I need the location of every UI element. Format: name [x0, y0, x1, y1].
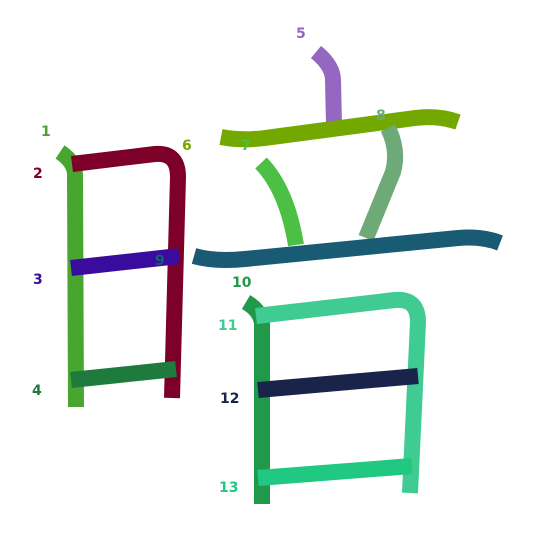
stroke-number-4: 4 — [32, 383, 42, 399]
stroke-8 — [358, 124, 404, 242]
stroke-4 — [70, 361, 177, 388]
stroke-number-13: 13 — [219, 480, 238, 496]
stroke-5 — [310, 45, 342, 126]
stroke-number-10: 10 — [232, 275, 252, 291]
stroke-7 — [255, 157, 304, 247]
stroke-number-1: 1 — [41, 124, 51, 140]
stroke-number-11: 11 — [218, 318, 237, 334]
stroke-number-7: 7 — [241, 138, 251, 154]
stroke-number-2: 2 — [33, 166, 43, 182]
stroke-11 — [255, 291, 426, 494]
stroke-number-6: 6 — [182, 138, 192, 154]
stroke-2 — [71, 145, 186, 399]
stroke-number-8: 8 — [376, 108, 386, 124]
stroke-12 — [257, 368, 419, 398]
stroke-3 — [70, 248, 180, 276]
stroke-number-12: 12 — [220, 391, 239, 407]
stroke-1 — [55, 145, 84, 408]
stroke-number-5: 5 — [296, 26, 306, 42]
stroke-13 — [257, 458, 413, 486]
stroke-number-3: 3 — [33, 272, 43, 288]
stroke-number-9: 9 — [155, 253, 165, 269]
stroke-9 — [191, 229, 503, 268]
stroke-6 — [219, 109, 461, 148]
